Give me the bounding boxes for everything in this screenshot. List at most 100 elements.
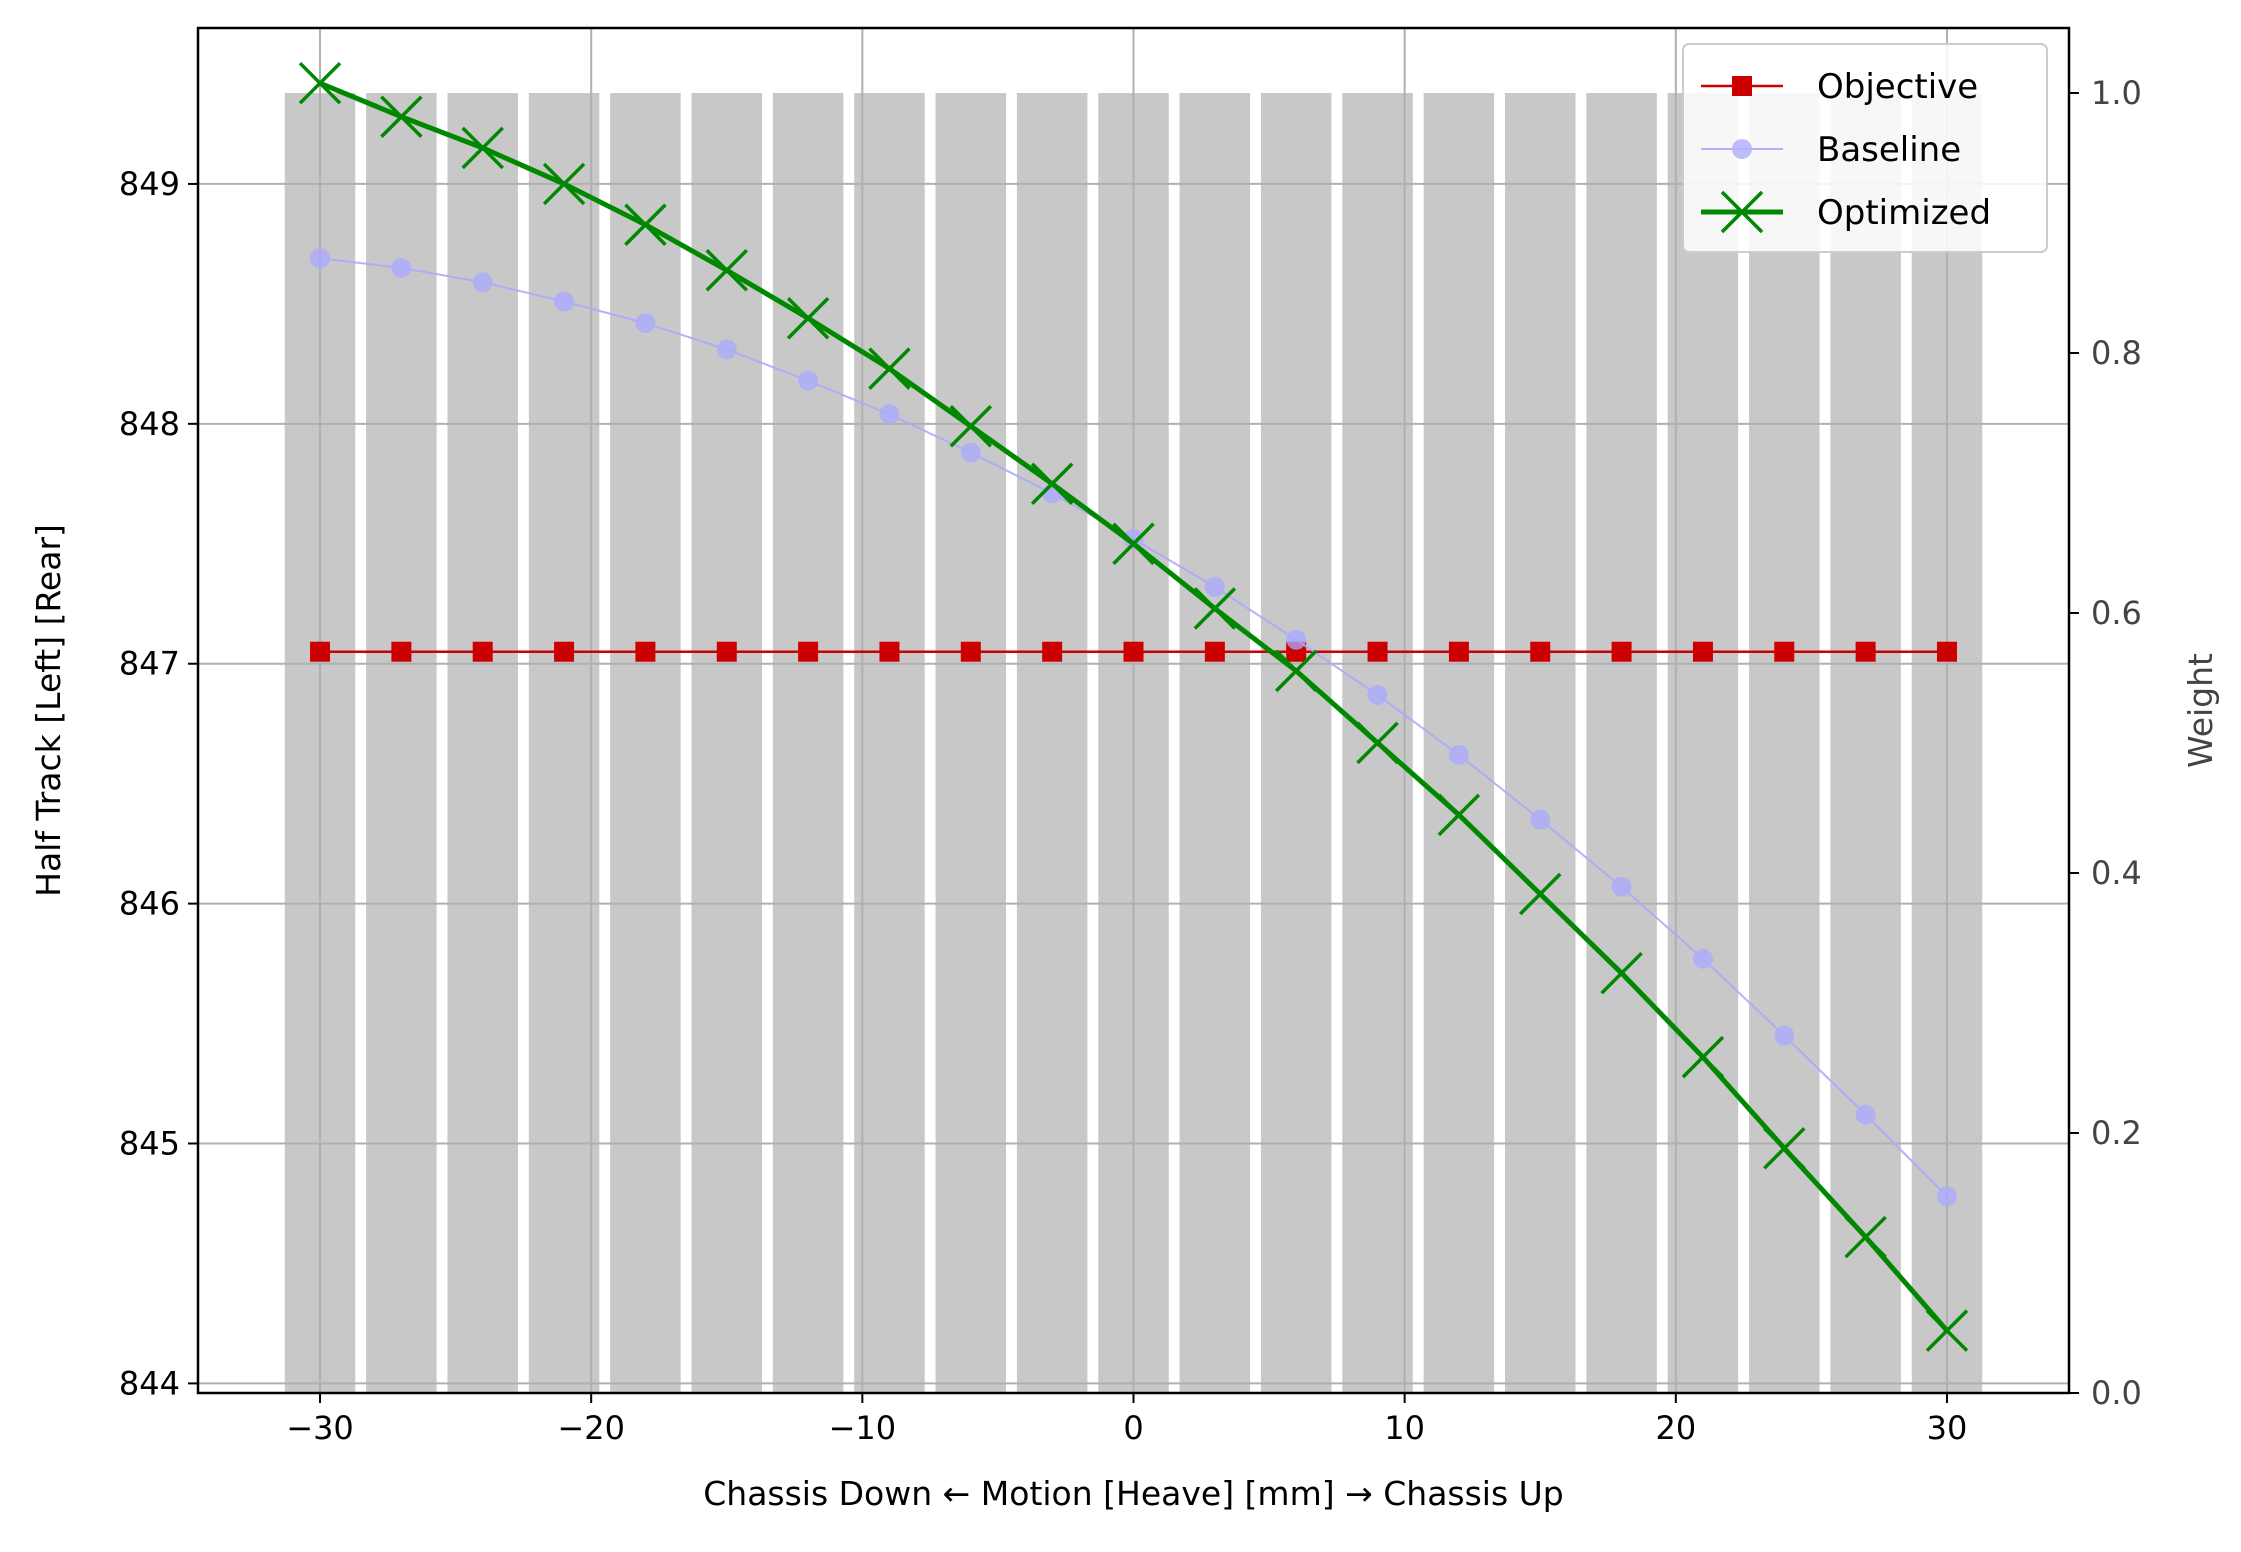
series-objective bbox=[310, 641, 1957, 662]
data-point-objective bbox=[1774, 641, 1795, 662]
weight-bar bbox=[691, 93, 763, 1393]
x-tick-label: 20 bbox=[1655, 1409, 1696, 1447]
y-tick-label: 845 bbox=[119, 1125, 180, 1163]
y-axis-right: 0.0 0.2 0.4 0.6 0.8 1.0 bbox=[2069, 74, 2142, 1412]
weight-bar bbox=[772, 93, 844, 1393]
data-point-objective bbox=[1855, 641, 1876, 662]
data-point-baseline bbox=[1774, 1025, 1795, 1046]
data-point-optimized bbox=[1274, 649, 1318, 693]
data-point-optimized bbox=[461, 126, 504, 170]
data-point-baseline bbox=[1123, 528, 1144, 549]
y-axis-label: Half Track [Left] [Rear] bbox=[29, 524, 68, 897]
legend-marker-optimized bbox=[1720, 190, 1764, 234]
data-point-objective bbox=[554, 641, 575, 662]
data-point-objective bbox=[1204, 641, 1225, 662]
y2-tick-label: 0.4 bbox=[2091, 854, 2142, 892]
legend-label-optimized: Optimized bbox=[1817, 193, 1991, 233]
data-point-baseline bbox=[1448, 744, 1469, 765]
data-point-optimized bbox=[949, 404, 993, 448]
data-point-baseline bbox=[879, 404, 900, 425]
y-tick-label: 846 bbox=[119, 885, 180, 923]
y2-tick-label: 0.8 bbox=[2091, 334, 2142, 372]
data-point-optimized bbox=[298, 61, 342, 105]
grid bbox=[198, 28, 2069, 1393]
data-point-optimized bbox=[1193, 587, 1237, 630]
data-point-objective bbox=[1692, 641, 1713, 662]
x-tick-label: 30 bbox=[1927, 1409, 1968, 1447]
x-tick-label: −20 bbox=[557, 1409, 625, 1447]
x-tick-label: 10 bbox=[1384, 1409, 1425, 1447]
x-axis: −30 −20 −10 0 10 20 30 bbox=[286, 1393, 1967, 1447]
weight-bar bbox=[935, 93, 1007, 1393]
x-tick-label: −10 bbox=[829, 1409, 897, 1447]
data-point-baseline bbox=[1855, 1104, 1876, 1125]
data-point-baseline bbox=[1936, 1186, 1957, 1207]
data-point-optimized bbox=[1437, 793, 1481, 837]
weight-bar bbox=[1423, 93, 1495, 1393]
data-point-baseline bbox=[472, 272, 493, 293]
weight-bar bbox=[1260, 93, 1332, 1393]
data-point-objective bbox=[716, 641, 737, 662]
data-point-baseline bbox=[1692, 948, 1713, 969]
weight-bar bbox=[1830, 93, 1901, 1393]
data-point-objective bbox=[1936, 641, 1957, 662]
y-tick-label: 848 bbox=[119, 405, 180, 443]
y2-tick-label: 0.6 bbox=[2091, 594, 2142, 632]
series-optimized bbox=[298, 61, 1969, 1352]
legend-marker-baseline bbox=[1732, 139, 1752, 159]
data-point-objective bbox=[635, 641, 656, 662]
series-baseline bbox=[310, 248, 1957, 1207]
weight-bar bbox=[1016, 93, 1088, 1393]
weight-bars bbox=[284, 93, 1983, 1393]
data-point-objective bbox=[1530, 641, 1551, 662]
y2-tick-label: 0.2 bbox=[2091, 1114, 2142, 1152]
data-point-objective bbox=[1367, 641, 1388, 662]
weight-bar bbox=[1504, 93, 1576, 1393]
weight-bar bbox=[1586, 93, 1657, 1393]
y2-axis-label: Weight bbox=[2181, 653, 2220, 768]
data-point-objective bbox=[391, 641, 412, 662]
data-point-baseline bbox=[310, 248, 331, 269]
data-point-optimized bbox=[1844, 1215, 1887, 1259]
data-point-objective bbox=[1611, 641, 1632, 662]
data-point-optimized bbox=[1600, 951, 1643, 995]
data-point-objective bbox=[1448, 641, 1469, 662]
data-point-baseline bbox=[960, 442, 981, 463]
legend-label-baseline: Baseline bbox=[1817, 130, 1961, 170]
data-point-baseline bbox=[1204, 576, 1225, 597]
data-point-optimized bbox=[1519, 872, 1562, 916]
y-tick-label: 849 bbox=[119, 165, 180, 203]
data-point-baseline bbox=[1611, 876, 1632, 897]
data-point-optimized bbox=[1030, 462, 1074, 506]
data-point-baseline bbox=[798, 370, 819, 391]
legend-entry-objective bbox=[1701, 76, 1783, 96]
data-point-objective bbox=[798, 641, 819, 662]
data-point-objective bbox=[960, 641, 981, 662]
y-axis-left: 844 845 846 847 848 849 bbox=[119, 165, 198, 1402]
data-point-optimized bbox=[1925, 1309, 1969, 1352]
weight-bar bbox=[1667, 93, 1739, 1393]
data-point-optimized bbox=[868, 347, 911, 390]
y2-tick-label: 1.0 bbox=[2091, 74, 2142, 112]
y-tick-label: 847 bbox=[119, 645, 180, 683]
data-point-objective bbox=[310, 641, 331, 662]
data-point-optimized bbox=[786, 297, 830, 340]
data-point-baseline bbox=[1286, 629, 1307, 650]
data-point-optimized bbox=[705, 249, 748, 292]
legend-entry-baseline bbox=[1701, 139, 1783, 159]
legend-entry-optimized bbox=[1701, 190, 1783, 234]
data-point-optimized bbox=[624, 203, 667, 246]
data-point-optimized bbox=[1112, 522, 1155, 566]
data-point-baseline bbox=[1530, 809, 1551, 830]
legend-label-objective: Objective bbox=[1817, 67, 1978, 107]
weight-bar bbox=[854, 93, 925, 1393]
data-point-optimized bbox=[1681, 1035, 1725, 1079]
weight-bar bbox=[1179, 93, 1251, 1393]
y-tick-label: 844 bbox=[119, 1364, 180, 1402]
weight-bar bbox=[1749, 93, 1820, 1393]
x-tick-label: 0 bbox=[1123, 1409, 1143, 1447]
data-point-optimized bbox=[380, 95, 423, 138]
series-lines bbox=[298, 61, 1969, 1352]
data-point-optimized bbox=[1763, 1127, 1806, 1170]
